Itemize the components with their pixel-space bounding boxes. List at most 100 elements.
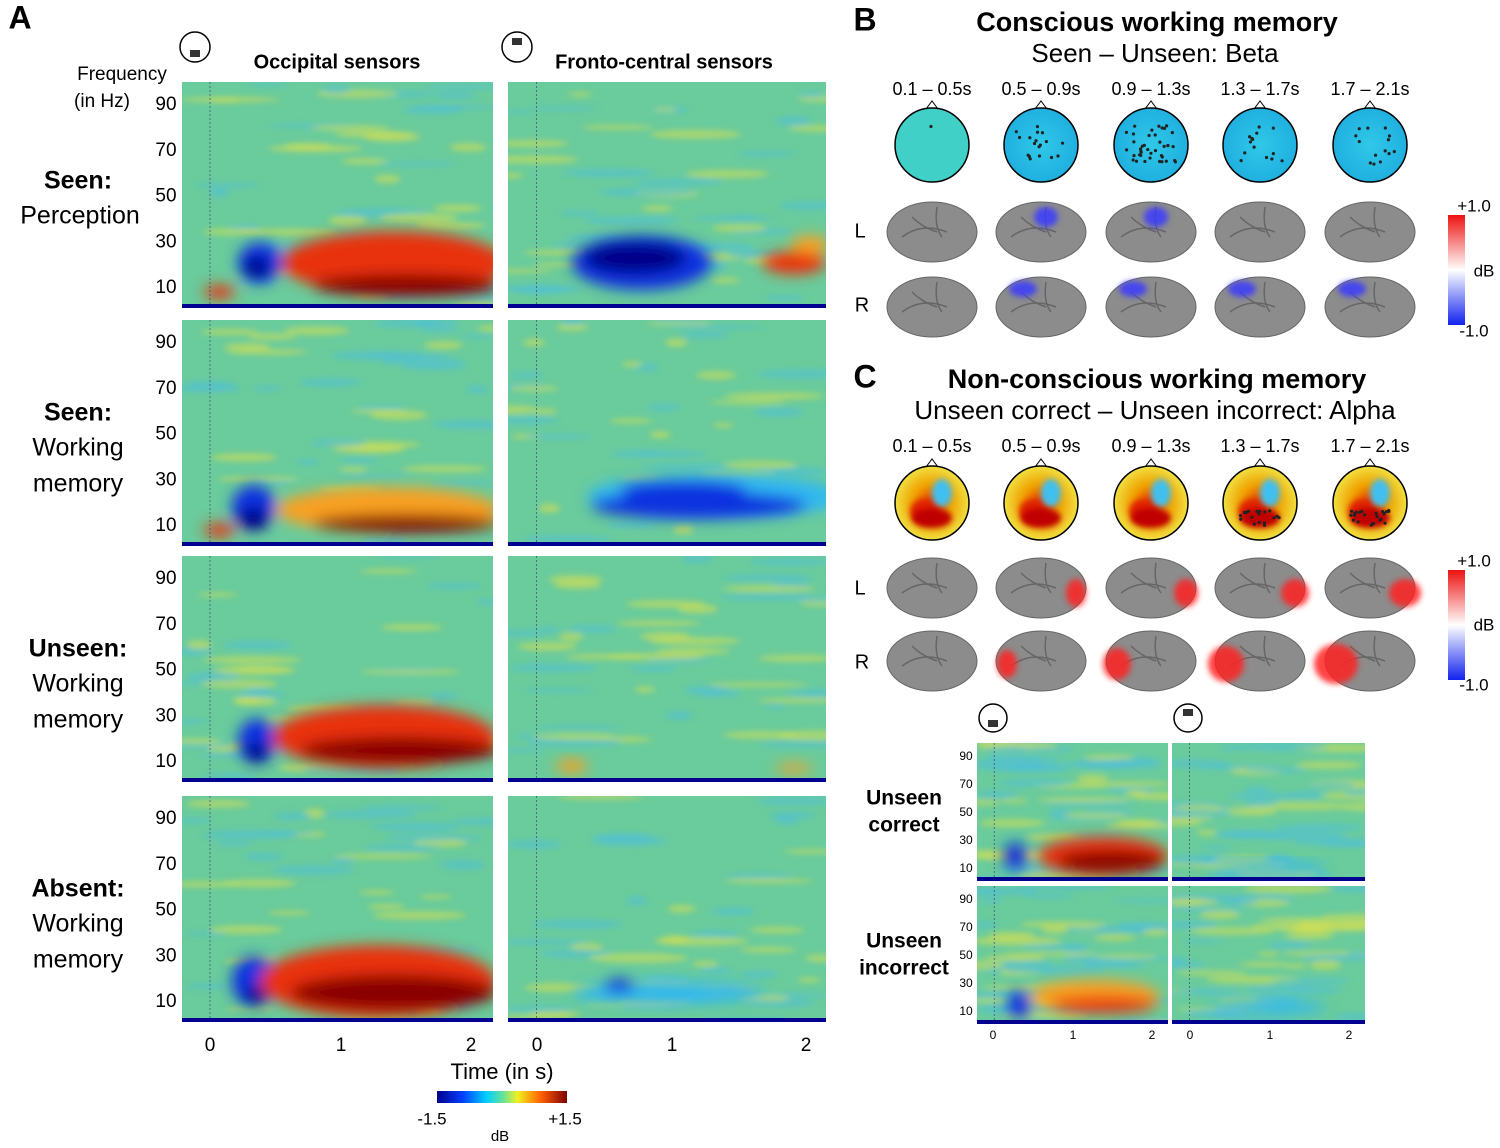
streak	[724, 873, 793, 879]
streak	[273, 812, 312, 821]
streak	[1063, 943, 1086, 953]
streak	[997, 778, 1072, 788]
y-tick-label: 70	[155, 140, 176, 161]
y-tick-label: 90	[959, 892, 973, 906]
streak	[341, 158, 388, 165]
streak	[552, 242, 585, 248]
streak	[784, 849, 826, 854]
window-label: 0.5 – 0.9s	[1001, 79, 1080, 99]
streak	[754, 407, 804, 418]
blobs	[203, 484, 493, 537]
colorbar	[1448, 570, 1465, 680]
streak	[508, 405, 539, 415]
sensor	[1383, 521, 1387, 525]
streak	[532, 919, 622, 930]
streak	[645, 658, 711, 663]
streak	[363, 131, 421, 142]
streak	[413, 320, 443, 327]
activation	[1338, 281, 1366, 297]
activation	[1009, 281, 1037, 297]
streak	[985, 745, 1027, 754]
sensor	[1270, 157, 1274, 161]
blob	[775, 763, 814, 773]
streak	[653, 937, 749, 946]
streak	[466, 385, 489, 394]
streak	[1220, 745, 1246, 751]
row-subtitle: Perception	[20, 202, 140, 230]
heatmap	[508, 320, 826, 546]
activation	[1281, 579, 1309, 607]
streak	[1172, 988, 1245, 996]
streak	[1172, 920, 1217, 929]
streak	[788, 689, 826, 698]
sensor	[1131, 132, 1136, 136]
sensor	[1252, 145, 1256, 149]
row-subtitle: memory	[33, 946, 124, 974]
blob	[203, 285, 235, 299]
blobs	[203, 231, 493, 299]
sensor-group	[512, 38, 522, 45]
nose	[1253, 458, 1267, 468]
streak	[1301, 953, 1365, 961]
row-title: Unseen:	[29, 635, 128, 663]
blob	[1007, 990, 1031, 1019]
streak	[589, 952, 688, 963]
streak	[1142, 928, 1168, 936]
blob	[603, 979, 636, 993]
sensor	[1362, 513, 1367, 517]
sensor	[1125, 148, 1129, 152]
topo-blob	[1131, 508, 1171, 528]
y-tick-label: 30	[959, 833, 973, 847]
streak	[749, 926, 805, 934]
hemisphere-label: R	[855, 294, 869, 316]
sensor	[1164, 124, 1169, 128]
streak	[738, 150, 796, 157]
sensor	[1262, 521, 1267, 525]
streak	[646, 321, 712, 326]
y-tick-label: 10	[959, 861, 973, 875]
sensor	[1035, 125, 1040, 129]
streak	[508, 109, 535, 114]
brain	[1214, 201, 1306, 263]
streak	[691, 960, 719, 967]
sulcus	[901, 635, 948, 667]
blobs	[1007, 979, 1161, 1019]
streak	[1289, 923, 1336, 933]
window-label: 0.1 – 0.5s	[892, 79, 971, 99]
streak	[339, 466, 368, 472]
sensor	[1153, 149, 1158, 153]
sensor	[1150, 128, 1154, 132]
streak	[1243, 786, 1272, 794]
streak	[778, 201, 826, 211]
sensor	[1171, 145, 1175, 149]
streak	[209, 925, 283, 934]
blob	[312, 274, 493, 297]
topo-blob	[912, 508, 952, 528]
sensor	[1132, 154, 1136, 158]
sensor	[1264, 155, 1269, 160]
streak	[508, 663, 598, 672]
sensor	[1272, 516, 1276, 520]
streak	[508, 938, 589, 945]
blob	[290, 974, 493, 1011]
streak	[380, 213, 458, 223]
y-tick-label: 30	[155, 945, 176, 966]
sensor	[1160, 160, 1164, 164]
streak	[378, 556, 440, 559]
window-label: 0.5 – 0.9s	[1001, 436, 1080, 456]
streak	[656, 647, 731, 655]
streak	[311, 438, 367, 447]
x-tick-label: 1	[1070, 1028, 1077, 1042]
sensor	[1131, 158, 1135, 162]
window-label: 1.3 – 1.7s	[1220, 79, 1299, 99]
streak	[723, 574, 815, 581]
brain	[1214, 276, 1306, 338]
sensor	[1149, 151, 1153, 155]
streak	[559, 210, 600, 217]
sensor	[1386, 138, 1391, 142]
sulcus	[901, 562, 948, 594]
streak	[536, 724, 622, 730]
y-tick-label: 30	[959, 976, 973, 990]
nose	[925, 458, 939, 468]
sulcus	[1010, 562, 1057, 594]
